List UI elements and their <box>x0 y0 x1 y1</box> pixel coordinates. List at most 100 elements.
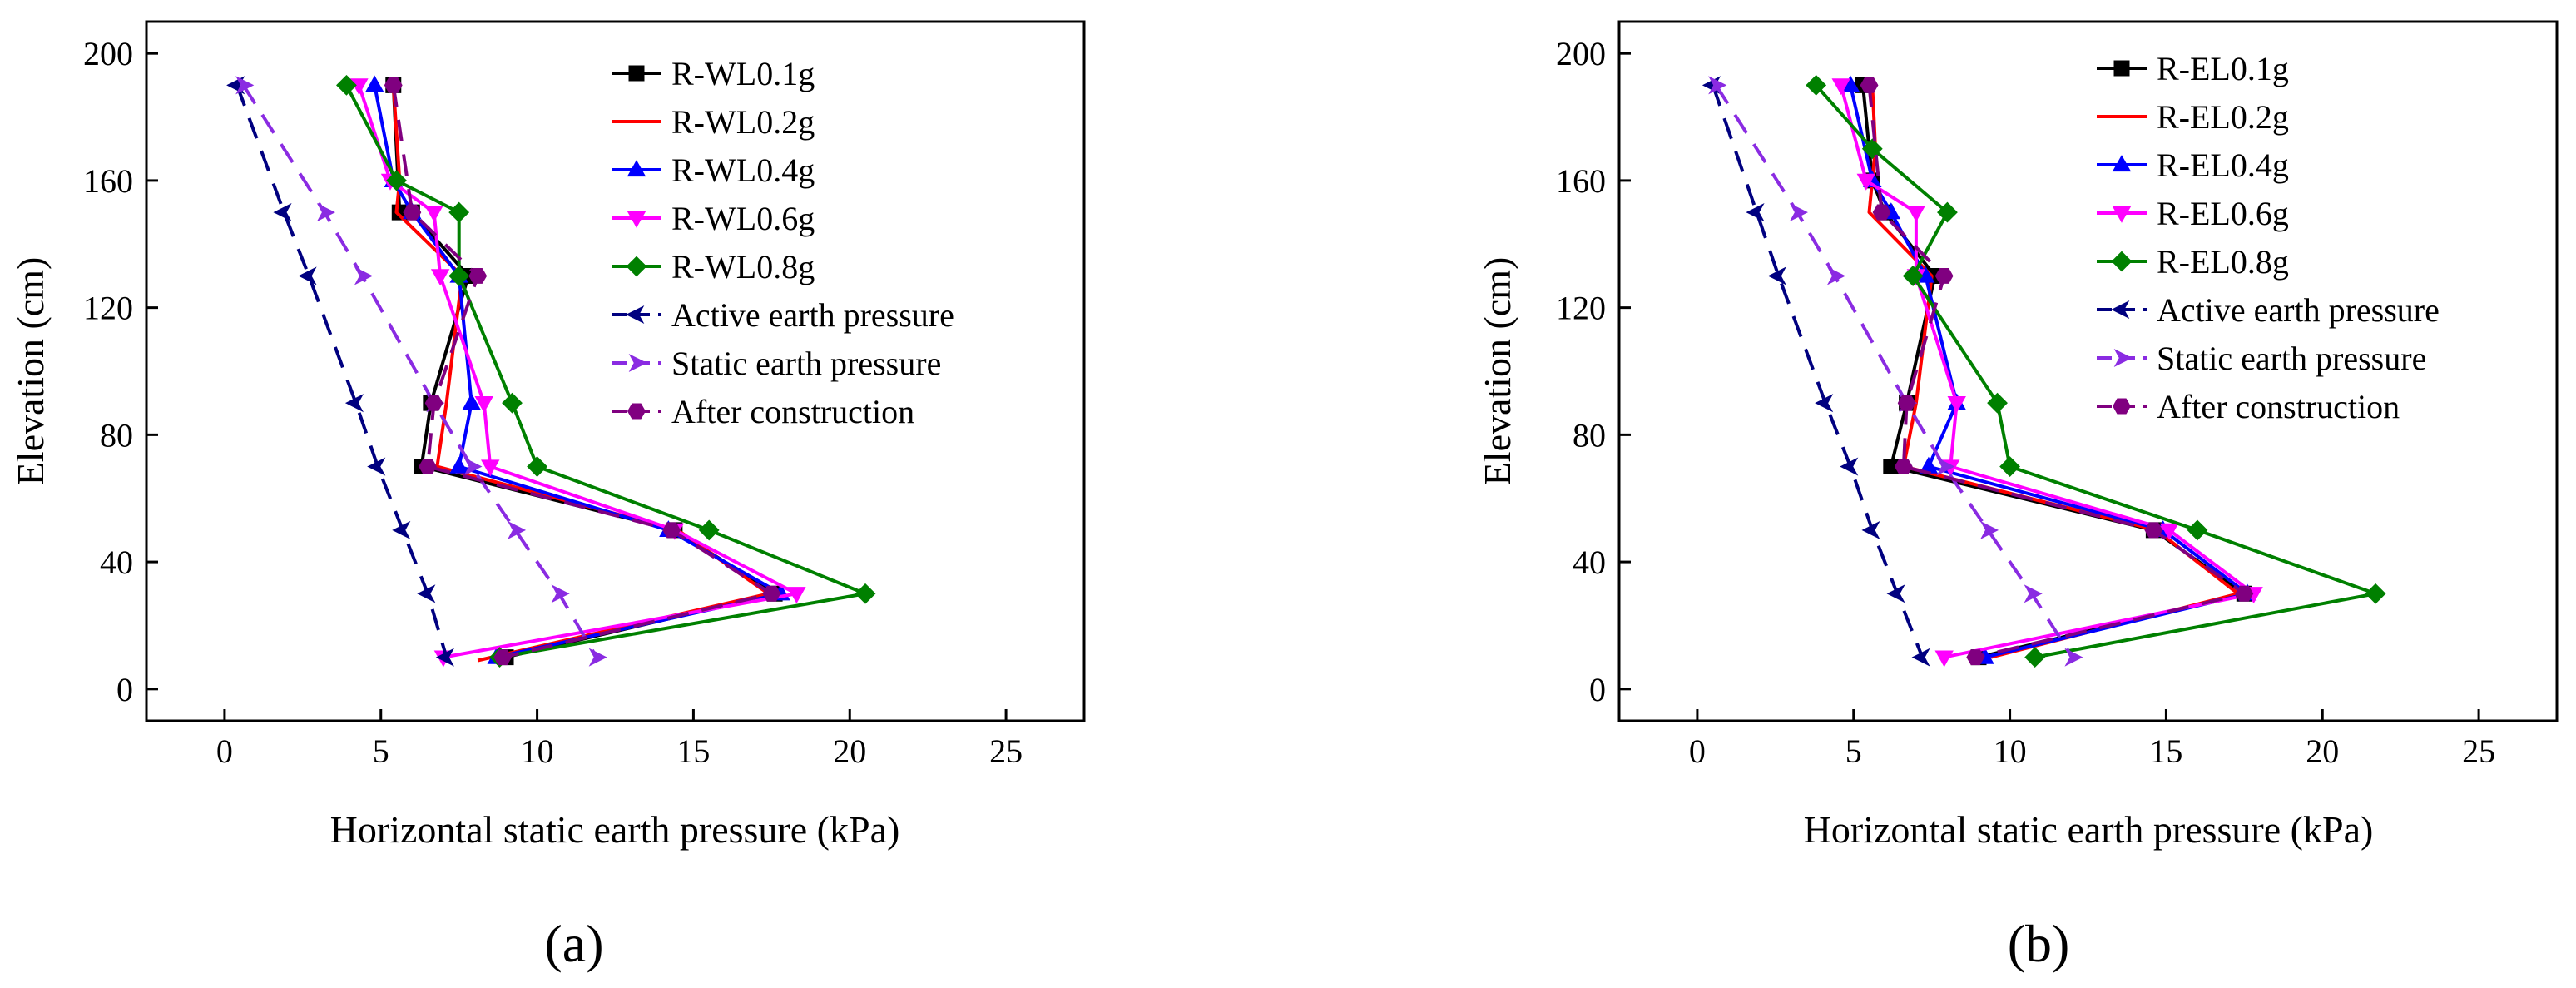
legend-entry: Active earth pressure <box>612 296 954 334</box>
legend-label: R-EL0.8g <box>2157 243 2289 281</box>
data-point <box>1934 650 1954 668</box>
y-tick-label: 120 <box>83 290 133 327</box>
plot-area-frame <box>145 20 1086 722</box>
x-tick-label: 25 <box>2462 732 2495 770</box>
legend-entry: Active earth pressure <box>2097 291 2440 329</box>
legend-entry: Static earth pressure <box>2097 340 2426 377</box>
series-line <box>1867 85 2247 659</box>
legend-marker <box>626 305 645 325</box>
data-point <box>1767 266 1786 285</box>
y-tick-label: 40 <box>100 544 133 581</box>
data-point <box>417 584 436 603</box>
data-point <box>1911 648 1930 667</box>
legend-label: R-WL0.6g <box>671 200 815 237</box>
series-active-earth-pressure <box>1702 76 1930 667</box>
data-point <box>367 457 386 476</box>
legend-label: R-EL0.4g <box>2157 146 2289 184</box>
data-point <box>448 266 470 286</box>
legend-entry: R-WL0.2g <box>612 103 815 141</box>
data-point <box>787 587 806 604</box>
y-tick-label: 80 <box>100 416 133 454</box>
data-point <box>336 74 357 96</box>
data-point <box>235 76 255 95</box>
y-tick-label: 160 <box>1556 162 1606 200</box>
data-point <box>1999 456 2020 477</box>
x-tick-label: 25 <box>989 732 1023 770</box>
data-point <box>1840 457 1859 476</box>
legend-label: Static earth pressure <box>671 345 941 382</box>
x-axis-label: Horizontal static earth pressure (kPa) <box>330 808 900 851</box>
x-tick-label: 20 <box>2306 732 2339 770</box>
data-point <box>1902 266 1924 286</box>
data-point <box>424 205 443 222</box>
x-tick-label: 0 <box>216 732 233 770</box>
data-point <box>855 583 876 604</box>
legend-entry: After construction <box>2097 388 2400 425</box>
y-tick-label: 200 <box>83 35 133 72</box>
legend-entry: R-EL0.6g <box>2097 195 2289 232</box>
series-static-earth-pressure <box>235 76 607 667</box>
data-point <box>1789 203 1808 222</box>
data-point <box>588 648 607 667</box>
data-point <box>1815 394 1834 413</box>
x-tick-label: 20 <box>833 732 866 770</box>
legend-label: R-EL0.1g <box>2157 50 2289 87</box>
legend-marker <box>627 403 646 420</box>
data-point <box>2064 648 2083 667</box>
data-point <box>1894 459 1913 474</box>
data-point <box>365 75 384 92</box>
legend-entry: R-WL0.1g <box>612 55 815 92</box>
legend-entry: R-WL0.6g <box>612 200 815 237</box>
legend-entry: R-WL0.8g <box>612 248 815 285</box>
legend-label: Active earth pressure <box>2157 291 2440 329</box>
data-point <box>493 649 513 666</box>
data-point <box>1979 520 1999 539</box>
legend-label: R-EL0.2g <box>2157 98 2289 136</box>
series-line <box>391 85 774 659</box>
series-line <box>241 84 598 658</box>
legend-label: R-WL0.2g <box>671 103 815 141</box>
data-point <box>698 519 720 541</box>
data-point <box>298 266 317 285</box>
chart-panel-a: 0 5 10 15 20 25 0 40 80 120 160 200 Horizontal stati… <box>9 20 1086 851</box>
x-tick-label: 15 <box>2149 732 2182 770</box>
data-point <box>474 396 493 414</box>
data-point <box>449 456 468 474</box>
data-point <box>462 393 481 410</box>
series-after-construction <box>384 77 781 666</box>
data-point <box>1936 457 1955 476</box>
data-point <box>1897 395 1916 411</box>
data-point <box>551 584 570 603</box>
legend-marker <box>2113 60 2130 77</box>
series-r-el0-8g <box>1806 74 2386 668</box>
data-point <box>424 395 443 411</box>
legend-marker <box>627 160 646 177</box>
data-point <box>1861 520 1880 539</box>
plot-area-frame <box>1617 20 2559 722</box>
data-point <box>392 520 411 539</box>
data-point <box>2159 523 2179 540</box>
data-point <box>344 394 364 413</box>
x-tick-label: 0 <box>1689 732 1706 770</box>
data-point <box>2187 519 2208 541</box>
legend-marker <box>2112 206 2132 223</box>
panel-label-b: (b) <box>2008 914 2070 973</box>
legend-label: R-WL0.8g <box>671 248 815 285</box>
legend-label: R-WL0.4g <box>671 151 815 189</box>
data-point <box>1906 205 1926 222</box>
y-tick-label: 160 <box>83 162 133 200</box>
legend-entry: R-EL0.2g <box>2097 98 2289 136</box>
series-line <box>1711 84 1925 658</box>
legend-label: After construction <box>2157 388 2400 425</box>
panel-label-a: (a) <box>544 914 603 973</box>
data-point <box>435 648 454 667</box>
y-tick-label: 80 <box>1573 416 1606 454</box>
data-point <box>430 269 450 286</box>
data-point <box>354 266 374 285</box>
legend-entry: Static earth pressure <box>612 345 941 382</box>
y-tick-label: 120 <box>1556 290 1606 327</box>
data-point <box>2024 647 2046 668</box>
y-tick-label: 200 <box>1556 35 1606 72</box>
legend-label: R-EL0.6g <box>2157 195 2289 232</box>
